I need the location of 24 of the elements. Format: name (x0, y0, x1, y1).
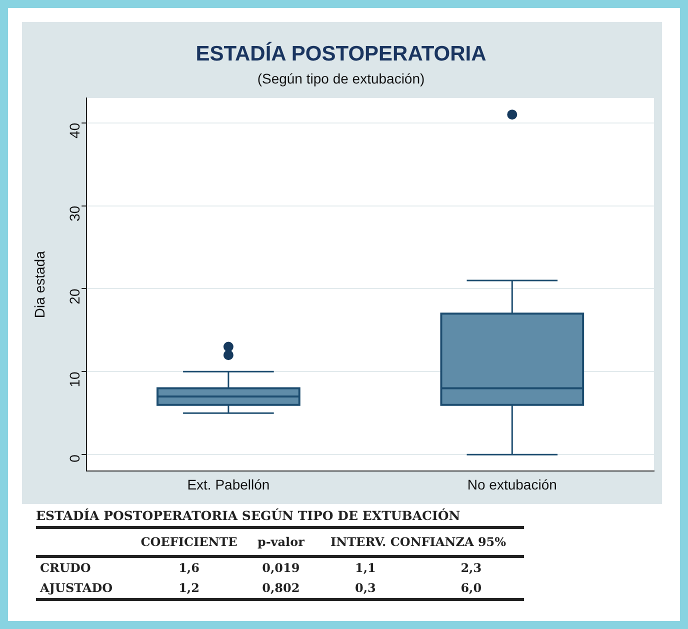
text: 1,1 (354, 560, 377, 577)
text: 0,802 (249, 578, 313, 600)
chart-subtitle: (Según tipo de extubación) (257, 70, 425, 86)
x-tick-label: No extubación (467, 476, 557, 492)
text: 1,6 (178, 560, 200, 577)
y-tick-label: 20 (66, 288, 82, 304)
text: 6,0 (418, 578, 524, 600)
text: 2,3 (460, 560, 483, 577)
text: p-valor (249, 529, 313, 556)
y-tick-label: 30 (66, 206, 82, 222)
text: COEFICIENTE (128, 529, 250, 556)
text: ESTADÍA POSTOPERATORIA SEGÚN TIPO DE EXTUBACIÓN (36, 508, 524, 529)
y-tick-label: 10 (66, 371, 82, 388)
y-tick-label: 0 (66, 454, 82, 462)
text: 0,3 (312, 578, 418, 600)
text: INTERV. CONFIANZA 95% (312, 529, 524, 556)
y-axis-title: Dia estada (31, 250, 48, 318)
text: 1,2 (128, 578, 250, 600)
y-tick-label: 40 (66, 122, 82, 138)
chart-title: ESTADÍA POSTOPERATORIA (196, 41, 486, 66)
x-tick-label: Ext. Pabellón (187, 476, 270, 492)
text: CRUDO (39, 560, 92, 577)
text: 0,019 (261, 560, 301, 577)
text: AJUSTADO (36, 578, 129, 600)
